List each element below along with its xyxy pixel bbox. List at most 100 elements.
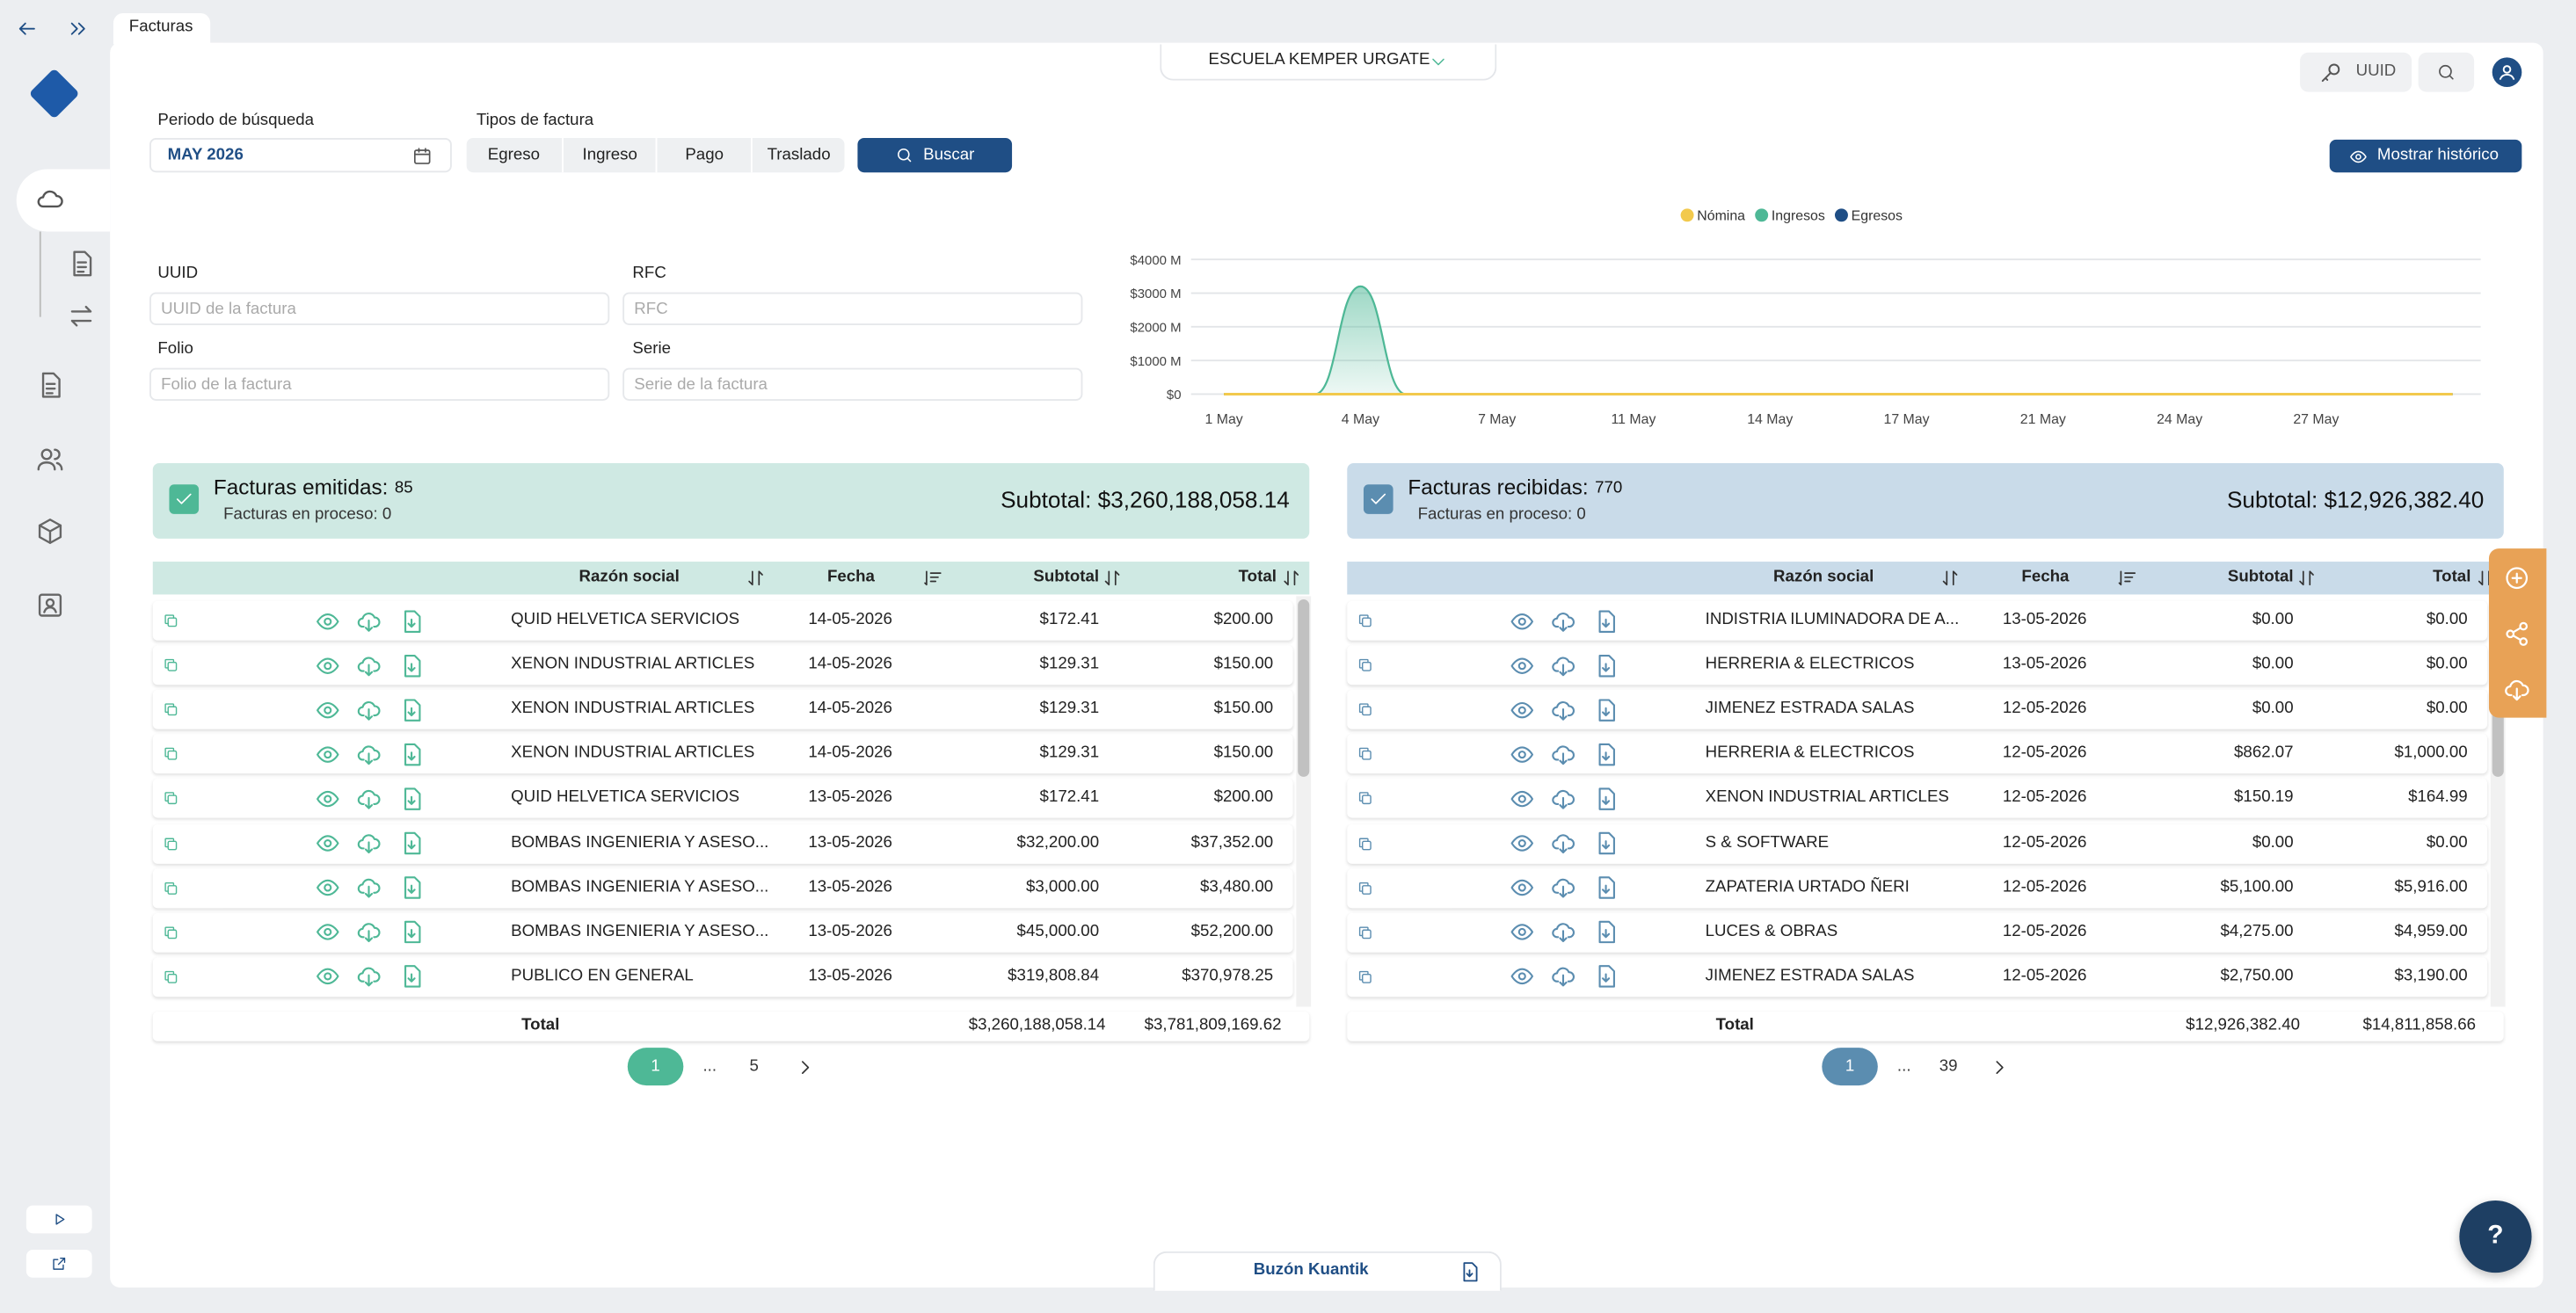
cloud-icon[interactable] bbox=[1550, 653, 1575, 678]
sort-icon[interactable] bbox=[2476, 569, 2495, 588]
fwd-icon[interactable] bbox=[67, 18, 88, 39]
buzon-tab[interactable]: Buzón Kuantik bbox=[1153, 1251, 1502, 1291]
cloud-icon[interactable] bbox=[1550, 964, 1575, 989]
page-number[interactable]: 1 bbox=[651, 1056, 660, 1076]
page-number[interactable]: 5 bbox=[749, 1056, 759, 1076]
cloud-icon[interactable] bbox=[356, 742, 381, 766]
eye-icon[interactable] bbox=[315, 920, 339, 945]
sort-icon[interactable] bbox=[1940, 569, 1960, 588]
doc-icon[interactable] bbox=[35, 370, 63, 398]
play-button[interactable] bbox=[25, 1205, 92, 1234]
plus-icon[interactable] bbox=[2504, 565, 2530, 591]
box-icon[interactable] bbox=[35, 517, 63, 545]
page-number[interactable]: ... bbox=[702, 1056, 717, 1076]
swap-icon[interactable] bbox=[67, 301, 95, 330]
eye-icon[interactable] bbox=[1509, 608, 1533, 633]
panel-checkbox[interactable] bbox=[1363, 484, 1394, 514]
copy-icon[interactable] bbox=[163, 880, 179, 896]
file-icon[interactable] bbox=[1593, 698, 1618, 722]
sort-icon[interactable] bbox=[2296, 569, 2316, 588]
cloud-icon[interactable] bbox=[1550, 787, 1575, 811]
copy-icon[interactable] bbox=[1357, 968, 1373, 985]
table-row[interactable] bbox=[152, 957, 1293, 997]
copy-icon[interactable] bbox=[163, 924, 179, 940]
share-icon[interactable] bbox=[2504, 620, 2530, 647]
eye-icon[interactable] bbox=[1509, 653, 1533, 678]
table-row[interactable] bbox=[1347, 867, 2488, 908]
file-icon[interactable] bbox=[1593, 742, 1618, 766]
file-icon[interactable] bbox=[1593, 608, 1618, 633]
file-icon[interactable] bbox=[1593, 831, 1618, 856]
file-icon[interactable] bbox=[398, 698, 423, 722]
eye-icon[interactable] bbox=[315, 608, 339, 633]
cloud-icon[interactable] bbox=[356, 787, 381, 811]
cloudO-icon[interactable] bbox=[35, 185, 63, 213]
file-icon[interactable] bbox=[398, 653, 423, 678]
table-row[interactable] bbox=[152, 690, 1293, 730]
table-row[interactable] bbox=[1347, 912, 2488, 953]
doc-icon[interactable] bbox=[67, 249, 95, 277]
cloud-icon[interactable] bbox=[356, 964, 381, 989]
page-number[interactable]: 1 bbox=[1845, 1056, 1855, 1076]
field-input[interactable]: Serie de la factura bbox=[622, 367, 1083, 401]
copy-icon[interactable] bbox=[1357, 657, 1373, 674]
eye-icon[interactable] bbox=[1509, 831, 1533, 856]
tab-label[interactable]: Facturas bbox=[128, 18, 193, 37]
cloud-icon[interactable] bbox=[2504, 677, 2530, 703]
eye-icon[interactable] bbox=[1509, 920, 1533, 945]
filt-icon[interactable] bbox=[2118, 569, 2137, 588]
file-icon[interactable] bbox=[1593, 920, 1618, 945]
sort-icon[interactable] bbox=[746, 569, 765, 588]
cloud-icon[interactable] bbox=[356, 875, 381, 900]
eye-icon[interactable] bbox=[315, 875, 339, 900]
filt-icon[interactable] bbox=[923, 569, 942, 588]
field-input[interactable]: UUID de la factura bbox=[149, 292, 610, 325]
file-icon[interactable] bbox=[1593, 875, 1618, 900]
eye-icon[interactable] bbox=[1509, 964, 1533, 989]
eye-icon[interactable] bbox=[1509, 742, 1533, 766]
eye-icon[interactable] bbox=[315, 831, 339, 856]
file-icon[interactable] bbox=[398, 742, 423, 766]
copy-icon[interactable] bbox=[163, 835, 179, 852]
file-icon[interactable] bbox=[1593, 653, 1618, 678]
file-icon[interactable] bbox=[1593, 964, 1618, 989]
page-number[interactable]: 39 bbox=[1939, 1056, 1958, 1076]
cloud-icon[interactable] bbox=[1550, 831, 1575, 856]
tipo-option[interactable]: Pago bbox=[655, 137, 750, 173]
next-icon[interactable] bbox=[795, 1057, 814, 1077]
search-button[interactable] bbox=[2418, 52, 2475, 92]
eye-icon[interactable] bbox=[315, 964, 339, 989]
company-select[interactable]: ESCUELA KEMPER URGATE bbox=[1160, 44, 1497, 81]
eye-icon[interactable] bbox=[315, 787, 339, 811]
periodo-input[interactable]: MAY 2026 bbox=[149, 137, 452, 173]
copy-icon[interactable] bbox=[163, 613, 179, 629]
buscar-button[interactable]: Buscar bbox=[857, 137, 1013, 173]
panel-checkbox[interactable] bbox=[169, 484, 200, 514]
next-icon[interactable] bbox=[1990, 1057, 2009, 1077]
eye-icon[interactable] bbox=[315, 742, 339, 766]
file-icon[interactable] bbox=[398, 920, 423, 945]
cloud-icon[interactable] bbox=[356, 920, 381, 945]
uuid-button[interactable]: UUID bbox=[2300, 52, 2412, 92]
table-row[interactable] bbox=[152, 912, 1293, 953]
table-row[interactable] bbox=[1347, 645, 2488, 686]
copy-icon[interactable] bbox=[163, 746, 179, 763]
help-button[interactable]: ? bbox=[2459, 1200, 2532, 1273]
ext-button[interactable] bbox=[25, 1250, 92, 1278]
file-icon[interactable] bbox=[1593, 787, 1618, 811]
eye-icon[interactable] bbox=[315, 653, 339, 678]
user-avatar[interactable] bbox=[2492, 57, 2522, 88]
back-icon[interactable] bbox=[16, 18, 37, 39]
users-icon[interactable] bbox=[35, 444, 63, 472]
tipo-option[interactable]: Egreso bbox=[467, 138, 561, 172]
table-row[interactable] bbox=[1347, 600, 2488, 641]
page-number[interactable]: ... bbox=[1896, 1056, 1911, 1076]
file-icon[interactable] bbox=[398, 831, 423, 856]
cloud-icon[interactable] bbox=[1550, 742, 1575, 766]
tipo-option[interactable]: Ingreso bbox=[561, 137, 655, 173]
field-input[interactable]: RFC bbox=[622, 292, 1083, 325]
copy-icon[interactable] bbox=[1357, 701, 1373, 718]
cloud-icon[interactable] bbox=[356, 653, 381, 678]
copy-icon[interactable] bbox=[1357, 924, 1373, 940]
cloud-icon[interactable] bbox=[1550, 698, 1575, 722]
